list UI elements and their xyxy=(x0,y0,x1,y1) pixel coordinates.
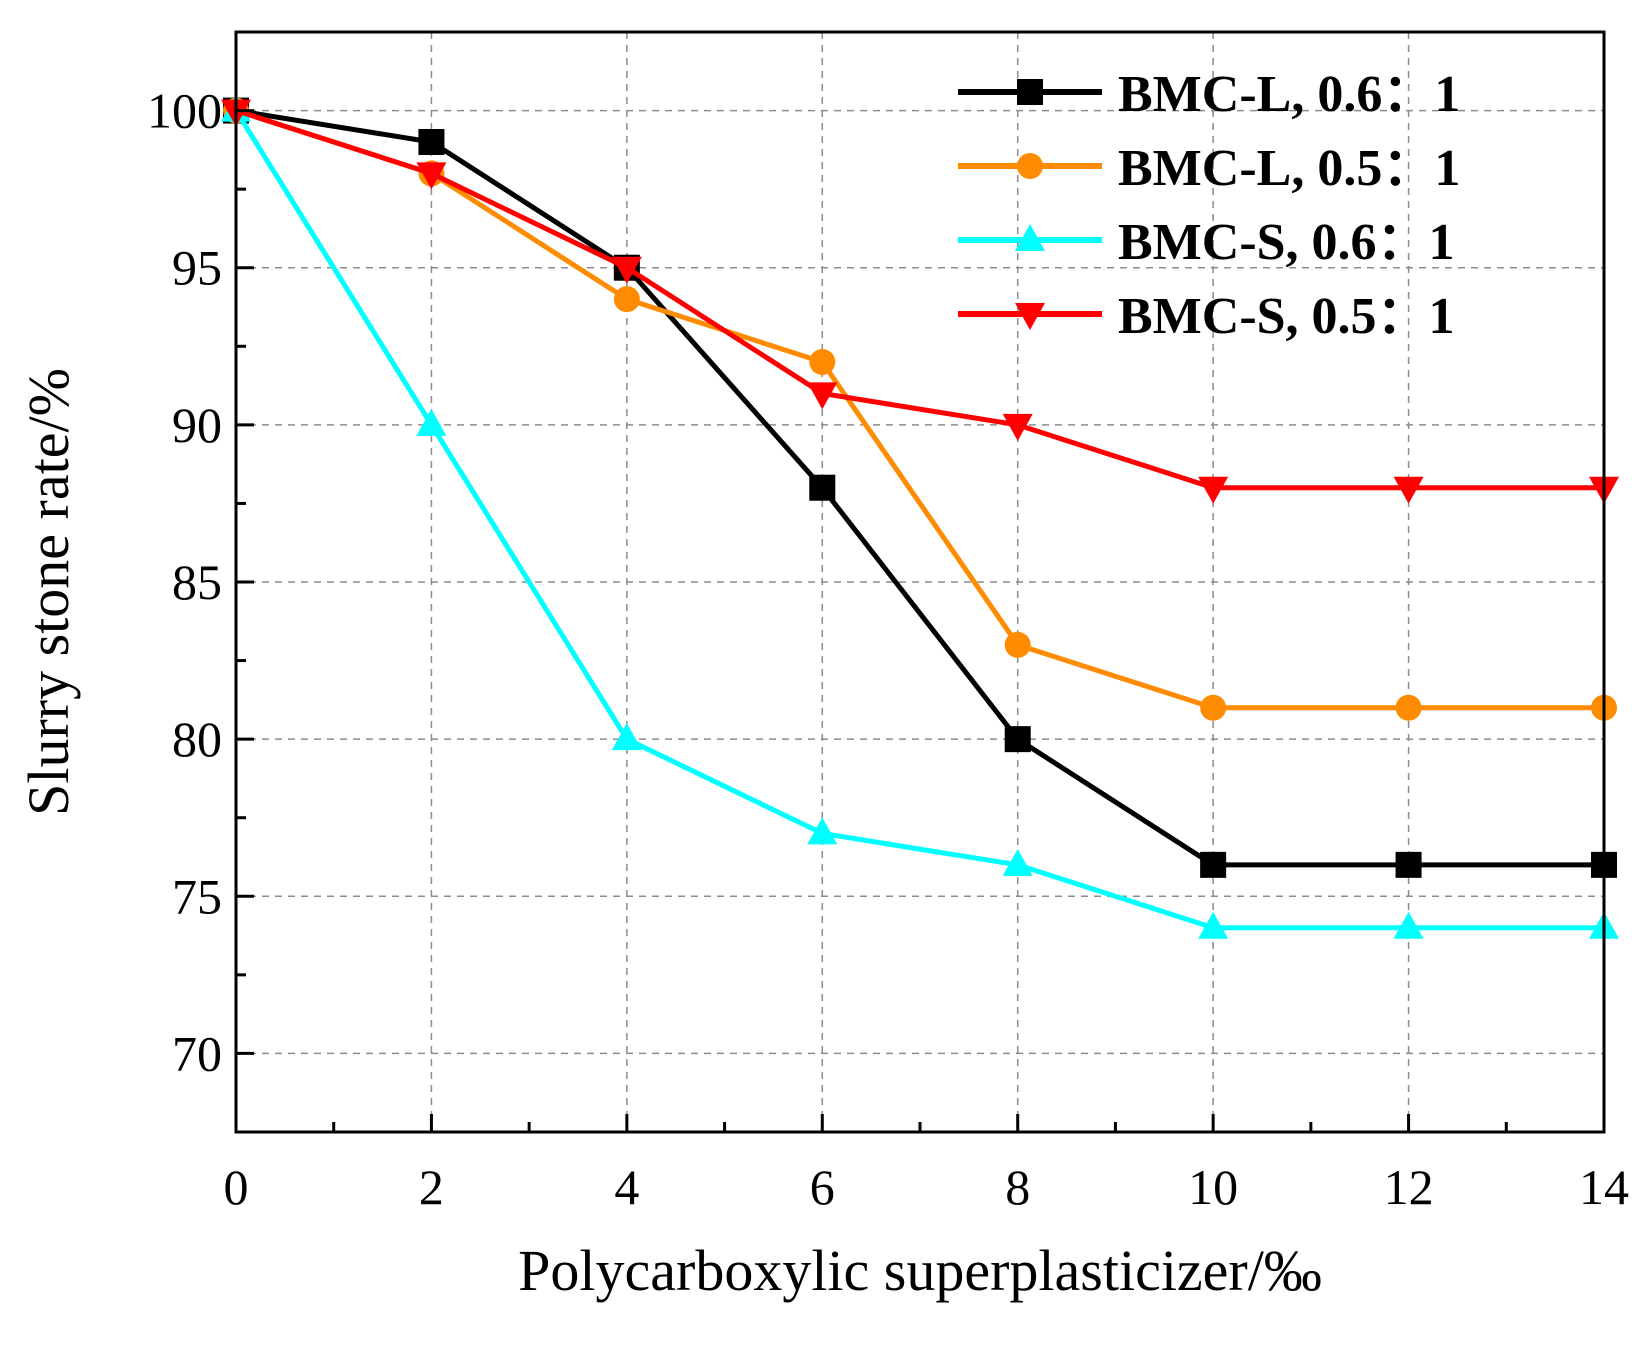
y-tick-label: 80 xyxy=(172,711,222,767)
series-line xyxy=(235,108,1604,711)
x-axis-title: Polycarboxylic superplasticizer/‰ xyxy=(518,1238,1322,1303)
data-point xyxy=(1200,694,1227,721)
series-2 xyxy=(223,97,1617,721)
data-point xyxy=(1393,476,1424,504)
series-layer xyxy=(221,94,1619,939)
data-point xyxy=(1395,851,1422,878)
axis-ticks: 0 2 4 6 8 10 12 14 70 75 80 85 90 95 100 xyxy=(147,83,1629,1215)
data-point xyxy=(416,408,447,436)
data-point xyxy=(416,162,447,190)
data-point xyxy=(1004,631,1031,658)
data-point xyxy=(1002,848,1033,876)
series-line xyxy=(235,108,1604,868)
y-tick-label: 100 xyxy=(147,83,222,139)
data-point xyxy=(809,474,836,501)
data-point xyxy=(809,349,836,375)
legend-marker xyxy=(1015,303,1045,330)
x-tick-label: 4 xyxy=(614,1159,639,1215)
y-tick-label: 90 xyxy=(172,397,222,453)
data-point xyxy=(1198,476,1229,504)
series-line xyxy=(233,109,1604,931)
data-point xyxy=(611,723,642,751)
data-point xyxy=(418,129,445,155)
data-point xyxy=(1200,851,1227,878)
legend-label: BMC-S, 0.6：1 xyxy=(1118,214,1455,271)
data-point xyxy=(611,256,642,284)
series-line xyxy=(235,108,1604,491)
legend-label: BMC-L, 0.6：1 xyxy=(1118,66,1460,123)
x-tick-label: 8 xyxy=(1005,1159,1030,1215)
legend-marker xyxy=(1015,224,1045,251)
y-tick-label: 70 xyxy=(172,1025,222,1081)
y-tick-label: 75 xyxy=(172,868,222,924)
data-point xyxy=(807,817,838,845)
data-point xyxy=(807,382,838,410)
data-point xyxy=(1004,726,1031,753)
legend-label: BMC-L, 0.5：1 xyxy=(1118,140,1460,197)
x-tick-label: 6 xyxy=(810,1159,835,1215)
y-tick-label: 85 xyxy=(172,554,222,610)
x-tick-label: 0 xyxy=(224,1159,249,1215)
data-point xyxy=(1395,694,1422,721)
x-tick-label: 2 xyxy=(419,1159,444,1215)
y-tick-label: 95 xyxy=(172,240,222,296)
legend-entry-1: BMC-L, 0.6：1 xyxy=(958,66,1460,123)
legend-marker xyxy=(1017,79,1043,105)
legend-entry-4: BMC-S, 0.5：1 xyxy=(958,288,1455,345)
legend: BMC-L, 0.6：1 BMC-L, 0.5：1 BMC-S, 0.6：1 BMC-… xyxy=(958,66,1460,345)
data-point xyxy=(1002,413,1033,441)
legend-entry-3: BMC-S, 0.6：1 xyxy=(958,214,1455,271)
y-axis-title: Slurry stone rate/% xyxy=(16,368,81,816)
x-tick-label: 12 xyxy=(1384,1159,1434,1215)
legend-label: BMC-S, 0.5：1 xyxy=(1118,288,1455,345)
data-point xyxy=(613,286,640,313)
grid xyxy=(236,32,1604,1132)
legend-entry-2: BMC-L, 0.5：1 xyxy=(958,140,1460,197)
x-tick-label: 10 xyxy=(1188,1159,1238,1215)
x-tick-label: 14 xyxy=(1579,1159,1629,1215)
data-point xyxy=(1393,911,1424,939)
data-point xyxy=(1198,911,1229,939)
legend-marker xyxy=(1017,153,1043,179)
